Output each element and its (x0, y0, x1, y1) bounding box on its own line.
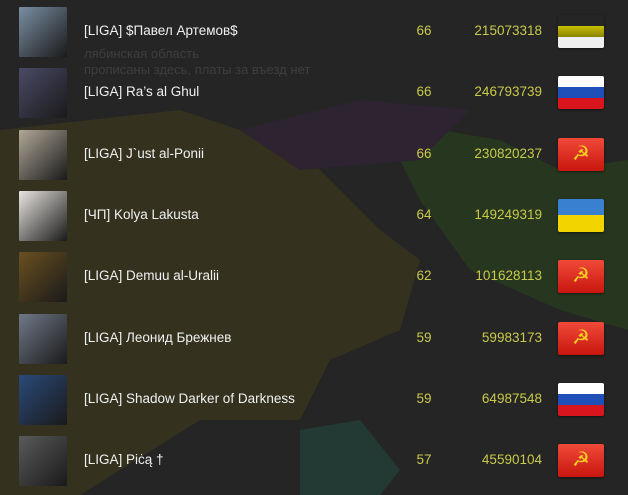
player-score: 59983173 (481, 329, 542, 345)
player-name[interactable]: [LIGA] Piċą † (84, 452, 164, 468)
player-row[interactable]: [LIGA] $Павел Артемов$ 66 215073318 (0, 1, 628, 62)
player-level: 59 (416, 329, 432, 345)
player-level: 66 (416, 145, 432, 161)
player-score: 45590104 (481, 452, 542, 468)
russia-flag-icon (558, 76, 604, 110)
ussr-flag-icon: ☭ (558, 260, 604, 294)
ussr-flag-icon: ☭ (558, 321, 604, 355)
player-avatar[interactable] (19, 313, 67, 364)
player-row[interactable]: [LIGA] Shadow Darker of Darkness 59 6498… (0, 369, 628, 430)
player-name[interactable]: [LIGA] Леонид Брежнев (84, 329, 232, 345)
ussr-flag-icon: ☭ (558, 444, 604, 478)
player-avatar[interactable] (19, 68, 67, 119)
ukraine-flag-icon (558, 198, 604, 232)
player-row[interactable]: [LIGA] Ra’s al Ghul 66 246793739 (0, 62, 628, 123)
player-level: 66 (416, 23, 432, 38)
player-name[interactable]: [LIGA] $Павел Артемов$ (84, 23, 238, 38)
imperial-flag-icon (558, 15, 604, 48)
player-avatar[interactable] (19, 129, 67, 180)
player-name[interactable]: [LIGA] Shadow Darker of Darkness (84, 390, 295, 406)
player-avatar[interactable] (19, 374, 67, 425)
player-row[interactable]: [LIGA] Demuu al-Uralii 62 101628113 ☭ (0, 246, 628, 307)
player-row[interactable]: [LIGA] Piċą † 57 45590104 ☭ (0, 430, 628, 491)
player-avatar[interactable] (19, 252, 67, 303)
player-row[interactable]: [ЧП] Kolya Lakusta 64 149249319 (0, 185, 628, 246)
player-name[interactable]: [LIGA] J`ust al-Ponii (84, 145, 205, 161)
player-score: 215073318 (474, 23, 542, 38)
player-name[interactable]: [LIGA] Demuu al-Uralii (84, 268, 220, 284)
player-row[interactable]: [LIGA] Леонид Брежнев 59 59983173 ☭ (0, 308, 628, 369)
russia-flag-icon (558, 382, 604, 416)
bg-region-desc: прописаны здесь, платы за въезд нет (84, 62, 310, 77)
player-row[interactable]: [LIGA] J`ust al-Ponii 66 230820237 ☭ (0, 124, 628, 185)
ussr-flag-icon: ☭ (558, 137, 604, 171)
player-level: 64 (416, 206, 432, 222)
player-level: 59 (416, 390, 432, 406)
player-level: 66 (416, 84, 432, 100)
player-score: 64987548 (481, 390, 542, 406)
player-name[interactable]: [LIGA] Ra’s al Ghul (84, 84, 200, 100)
player-score: 149249319 (474, 206, 542, 222)
player-avatar[interactable] (19, 190, 67, 241)
player-score: 246793739 (474, 84, 542, 100)
player-level: 57 (416, 452, 432, 468)
bg-region-label: лябинская область (84, 46, 199, 61)
player-avatar[interactable] (19, 7, 67, 57)
player-avatar[interactable] (19, 436, 67, 487)
player-level: 62 (416, 268, 432, 284)
player-score: 101628113 (475, 268, 542, 284)
player-name[interactable]: [ЧП] Kolya Lakusta (84, 206, 199, 222)
player-score: 230820237 (474, 145, 542, 161)
